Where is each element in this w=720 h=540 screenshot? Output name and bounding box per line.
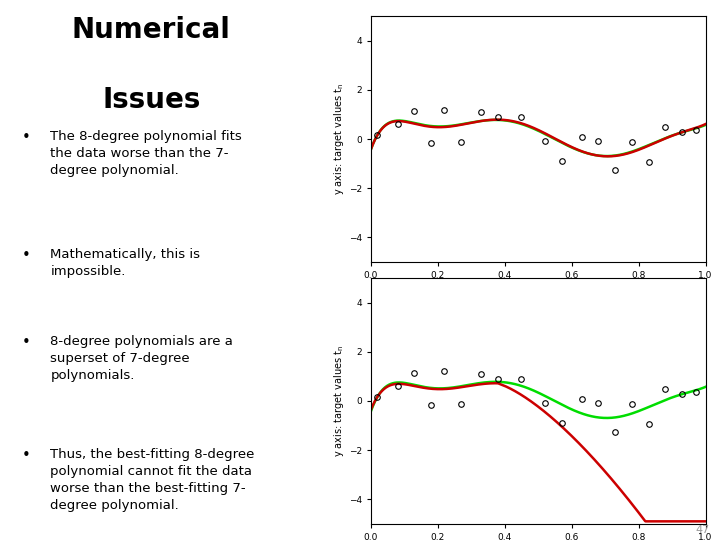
Text: •: • (22, 130, 30, 145)
X-axis label: x axis: input values x$_\mathregular{n}$: x axis: input values x$_\mathregular{n}$ (484, 286, 593, 300)
Y-axis label: y axis: target values t$_\mathregular{n}$: y axis: target values t$_\mathregular{n}… (332, 345, 346, 457)
Text: Thus, the best-fitting 8-degree
polynomial cannot fit the data
worse than the be: Thus, the best-fitting 8-degree polynomi… (50, 448, 255, 512)
Text: Mathematically, this is
impossible.: Mathematically, this is impossible. (50, 248, 200, 279)
Text: 47: 47 (695, 524, 709, 535)
Text: •: • (22, 335, 30, 350)
Text: Numerical: Numerical (72, 16, 230, 44)
Text: The 8-degree polynomial fits
the data worse than the 7-
degree polynomial.: The 8-degree polynomial fits the data wo… (50, 130, 242, 177)
Text: •: • (22, 248, 30, 264)
Text: Issues: Issues (102, 86, 200, 114)
Y-axis label: y axis: target values t$_\mathregular{n}$: y axis: target values t$_\mathregular{n}… (332, 83, 346, 195)
Text: 8-degree polynomials are a
superset of 7-degree
polynomials.: 8-degree polynomials are a superset of 7… (50, 335, 233, 382)
Text: •: • (22, 448, 30, 463)
